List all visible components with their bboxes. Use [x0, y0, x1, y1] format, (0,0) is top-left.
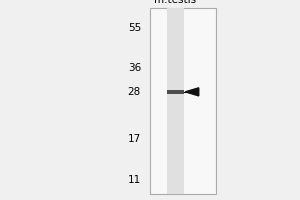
Bar	[167, 8, 184, 194]
Text: 11: 11	[128, 175, 141, 185]
Text: 28: 28	[128, 87, 141, 97]
Polygon shape	[185, 88, 199, 96]
Text: 36: 36	[128, 63, 141, 73]
Bar	[150, 8, 216, 194]
Bar	[167, 90, 184, 94]
Text: 17: 17	[128, 134, 141, 144]
Text: 55: 55	[128, 23, 141, 33]
Text: m.testis: m.testis	[154, 0, 196, 5]
